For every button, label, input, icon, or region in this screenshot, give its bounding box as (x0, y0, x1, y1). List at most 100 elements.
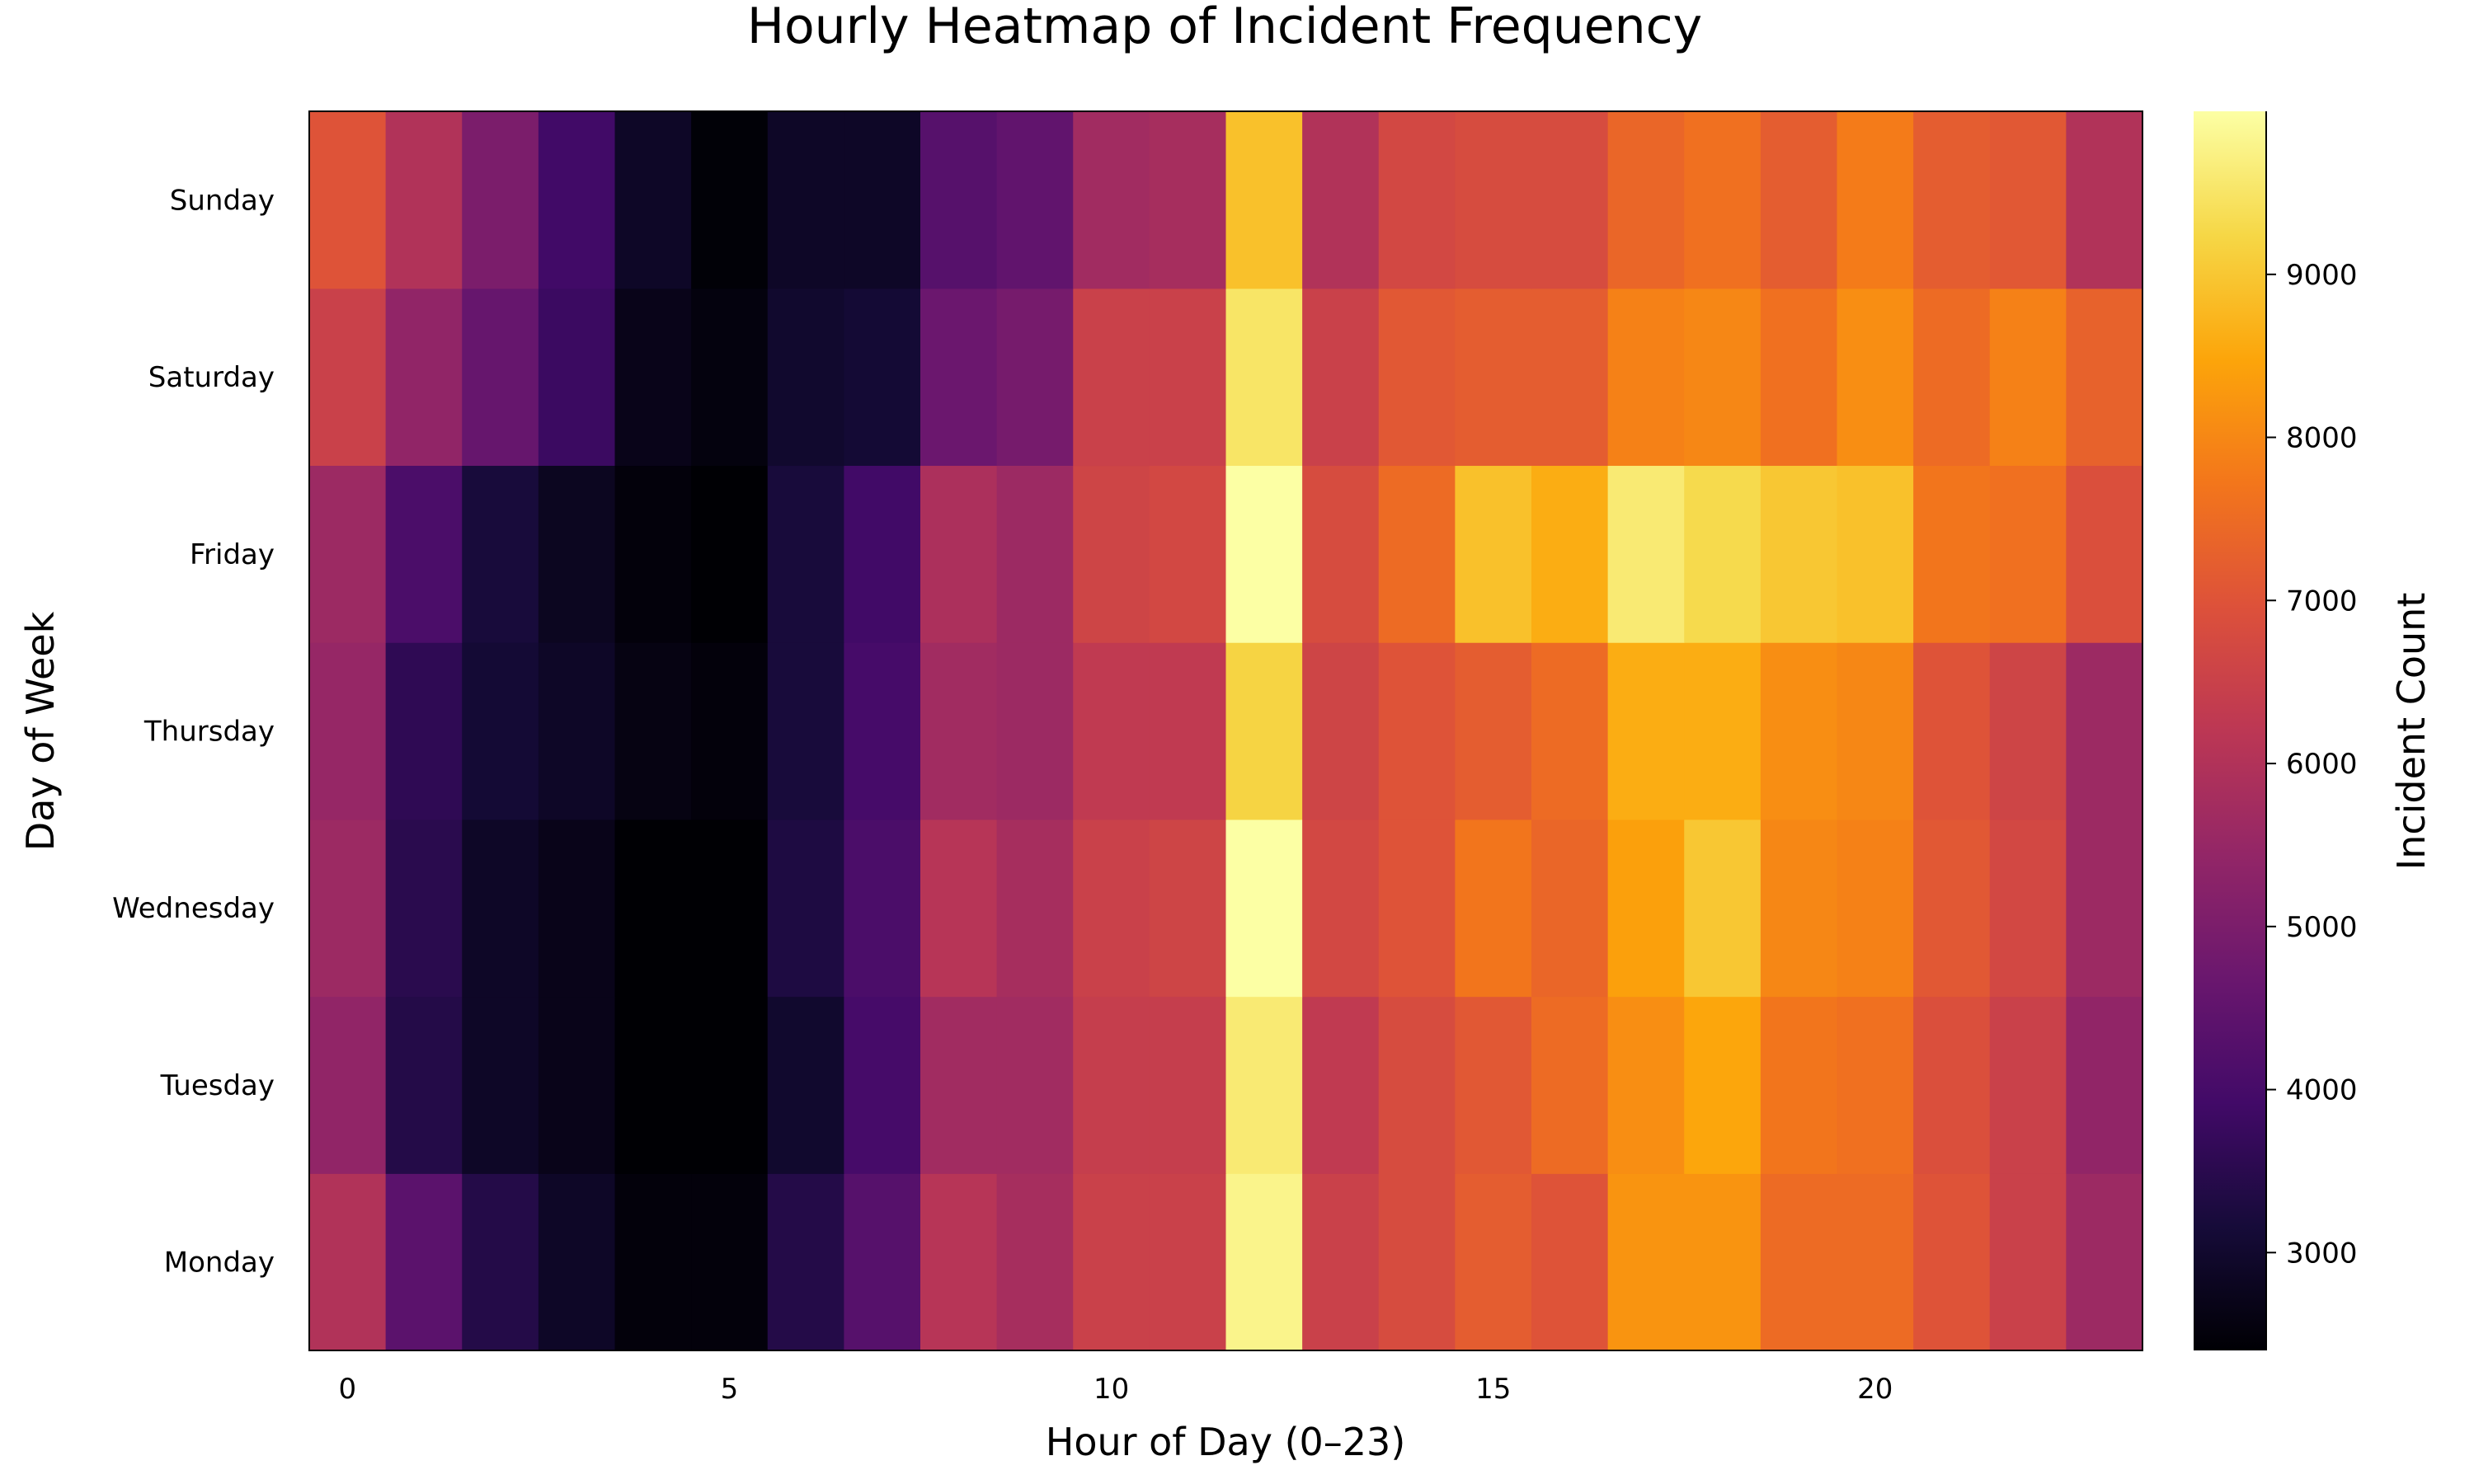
heatmap-cell (614, 465, 692, 643)
heatmap-cell (691, 642, 769, 820)
heatmap-cell (1837, 465, 1914, 643)
heatmap-cell (2066, 111, 2143, 289)
x-tick-label: 5 (721, 1373, 739, 1406)
heatmap-cell (1607, 288, 1685, 467)
heatmap-cell (538, 819, 616, 998)
heatmap-cell (1760, 996, 1838, 1174)
heatmap-cell (1302, 465, 1380, 643)
heatmap-cell (1225, 288, 1303, 467)
heatmap-cell (309, 288, 387, 467)
heatmap-cell (538, 1173, 616, 1351)
y-tick-label: Saturday (148, 361, 275, 394)
heatmap-cell (1378, 996, 1456, 1174)
heatmap-cell (385, 819, 463, 998)
heatmap-cell (996, 111, 1074, 289)
colorbar-tick-label: 3000 (2286, 1237, 2358, 1270)
colorbar-tick-label: 6000 (2286, 748, 2358, 781)
heatmap-cell (462, 819, 539, 998)
heatmap-cell (920, 819, 998, 998)
heatmap-cell (614, 642, 692, 820)
heatmap-cell (1455, 996, 1532, 1174)
heatmap-cell (1760, 288, 1838, 467)
heatmap-cell (1989, 288, 2067, 467)
x-axis-label: Hour of Day (0–23) (1046, 1420, 1406, 1464)
x-tick-labels: 0 5 10 15 20 (338, 1373, 1893, 1406)
heatmap-cell (1684, 1173, 1761, 1351)
heatmap-cell (1837, 111, 1914, 289)
y-axis-label: Day of Week (18, 611, 63, 851)
heatmap-cell (1455, 288, 1532, 467)
heatmap-cell (1531, 996, 1609, 1174)
heatmap-cell (1302, 819, 1380, 998)
heatmap-cell (538, 465, 616, 643)
heatmap-cell (1913, 642, 1991, 820)
heatmap-cell (1378, 288, 1456, 467)
x-tick-label: 15 (1475, 1373, 1511, 1406)
heatmap-cell (1149, 111, 1227, 289)
heatmap-cell (1455, 111, 1532, 289)
colorbar (2194, 111, 2266, 1350)
heatmap-cell (1149, 465, 1227, 643)
heatmap-cell (462, 642, 539, 820)
y-tick-label: Wednesday (112, 892, 275, 925)
heatmap-cell (1073, 111, 1150, 289)
heatmap-cell (1455, 465, 1532, 643)
heatmap-cell (614, 111, 692, 289)
heatmap-cell (1225, 1173, 1303, 1351)
heatmap-cell (309, 819, 387, 998)
heatmap-cell (1149, 996, 1227, 1174)
heatmap-cell (1531, 288, 1609, 467)
heatmap-cell (691, 288, 769, 467)
heatmap-cell (691, 1173, 769, 1351)
heatmap-cell (309, 1173, 387, 1351)
heatmap-cell (1149, 819, 1227, 998)
heatmap-cell (767, 996, 844, 1174)
heatmap-cell (996, 819, 1074, 998)
heatmap-cell (462, 996, 539, 1174)
heatmap-cell (1837, 642, 1914, 820)
heatmap-cell (1684, 111, 1761, 289)
heatmap-cell (1913, 111, 1991, 289)
heatmap-cell (691, 819, 769, 998)
heatmap-cell (1455, 1173, 1532, 1351)
heatmap-cell (844, 1173, 921, 1351)
heatmap-cell (1302, 288, 1380, 467)
heatmap-cell (1455, 642, 1532, 820)
heatmap-cell (1531, 642, 1609, 820)
heatmap-cell (538, 996, 616, 1174)
heatmap-cell (462, 1173, 539, 1351)
heatmap-cell (1607, 642, 1685, 820)
heatmap-cell (1913, 288, 1991, 467)
heatmap-cell (920, 465, 998, 643)
heatmap-cell (385, 111, 463, 289)
heatmap-cell (1760, 1173, 1838, 1351)
heatmap-cell (1225, 642, 1303, 820)
heatmap-cell (1531, 465, 1609, 643)
heatmap-cell (385, 642, 463, 820)
colorbar-tick-label: 9000 (2286, 259, 2358, 292)
heatmap-cell (1607, 996, 1685, 1174)
colorbar-tick-label: 4000 (2286, 1074, 2358, 1107)
heatmap-cell (1073, 288, 1150, 467)
heatmap-cell (920, 111, 998, 289)
heatmap-cell (1989, 465, 2067, 643)
heatmap-cell (1073, 465, 1150, 643)
colorbar-tick-label: 5000 (2286, 911, 2358, 944)
heatmap-cell (1760, 111, 1838, 289)
heatmap-cell (385, 996, 463, 1174)
heatmap-cell (462, 465, 539, 643)
heatmap-cell (691, 996, 769, 1174)
heatmap-cell (1073, 1173, 1150, 1351)
plot-frame (308, 110, 2143, 1351)
heatmap-cell (309, 465, 387, 643)
heatmap-cell (767, 288, 844, 467)
chart-title: Hourly Heatmap of Incident Frequency (747, 0, 1702, 55)
heatmap-cells (309, 111, 2143, 1351)
heatmap-cell (767, 1173, 844, 1351)
heatmap-cell (1531, 1173, 1609, 1351)
heatmap-cell (1760, 819, 1838, 998)
heatmap-cell (385, 1173, 463, 1351)
heatmap-cell (614, 996, 692, 1174)
y-tick-labels: Monday Tuesday Wednesday Thursday Friday Satu… (112, 184, 275, 1279)
